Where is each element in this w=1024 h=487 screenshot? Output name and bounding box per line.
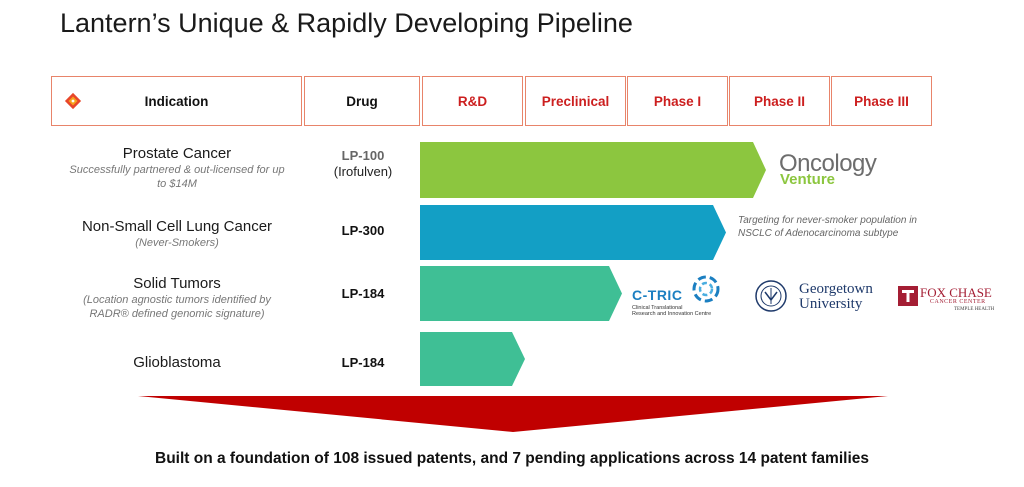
phase-label: Phase III [854,93,909,109]
phase-label: Phase I [653,93,702,109]
progress-bar-prostate [420,142,766,198]
drug-subname: (Irofulven) [333,164,393,179]
header-phase-1: Phase I [627,76,728,126]
indication-name: Non-Small Cell Lung Cancer [81,218,273,235]
drug-name: LP-300 [341,223,385,238]
header-phase-2: Phase II [729,76,830,126]
temple-t-icon [898,286,918,306]
nsclc-note: Targeting for never-smoker population in… [738,215,917,239]
header-phase-3: Phase III [831,76,932,126]
ctric-subtext-2: Research and Innovation Centre [632,311,712,317]
indication-subtitle: (Never-Smokers) [135,237,219,249]
drug-name: LP-100 [341,148,385,163]
page-title: Lantern’s Unique & Rapidly Developing Pi… [60,8,633,38]
phase-label: R&D [457,93,488,109]
progress-bar-glioblastoma [420,332,525,386]
header-drug-label: Drug [346,93,378,109]
phase-label: Preclinical [541,93,610,109]
header-phase-preclinical: Preclinical [525,76,626,126]
indication-name: Prostate Cancer [122,145,232,162]
indication-name: Glioblastoma [133,354,221,371]
foundation-arrow [138,396,888,432]
indication-subtitle: Successfully partnered & out-licensed fo… [69,164,285,190]
indication-name: Solid Tumors [133,275,221,292]
drug-name: LP-184 [341,286,385,301]
header-phase-rd: R&D [422,76,523,126]
foxchase-logo-subtext: CANCER CENTER [930,299,986,305]
foxchase-logo-text: FOX CHASE [920,285,992,300]
georgetown-seal-icon [755,280,787,312]
ctric-logo-text: C-TRIC [632,287,683,303]
phase-label: Phase II [753,93,806,109]
header-indication: Indication [51,76,302,126]
oncology-venture-logo-top: Oncology [779,150,877,177]
oncology-venture-logo-bottom: Venture [780,171,836,188]
georgetown-logo-line2: University [799,296,863,312]
drug-name: LP-184 [341,355,385,370]
indication-subtitle: (Location agnostic tumors identified by … [83,294,271,320]
lantern-logo-icon [64,92,82,110]
ctric-subtext-1: Clinical Translational [632,305,683,311]
footer-statement: Built on a foundation of 108 issued pate… [155,450,869,467]
ctric-logo-icon [692,275,720,303]
progress-bar-solid-tumors [420,266,622,321]
temple-health-text: TEMPLE HEALTH [954,307,995,312]
header-indication-label: Indication [144,93,209,109]
georgetown-logo-line1: Georgetown [799,281,873,297]
header-drug: Drug [304,76,420,126]
progress-bar-nsclc [420,205,726,260]
ctric-logo: C-TRIC Clinical Translational Research a… [630,274,730,318]
